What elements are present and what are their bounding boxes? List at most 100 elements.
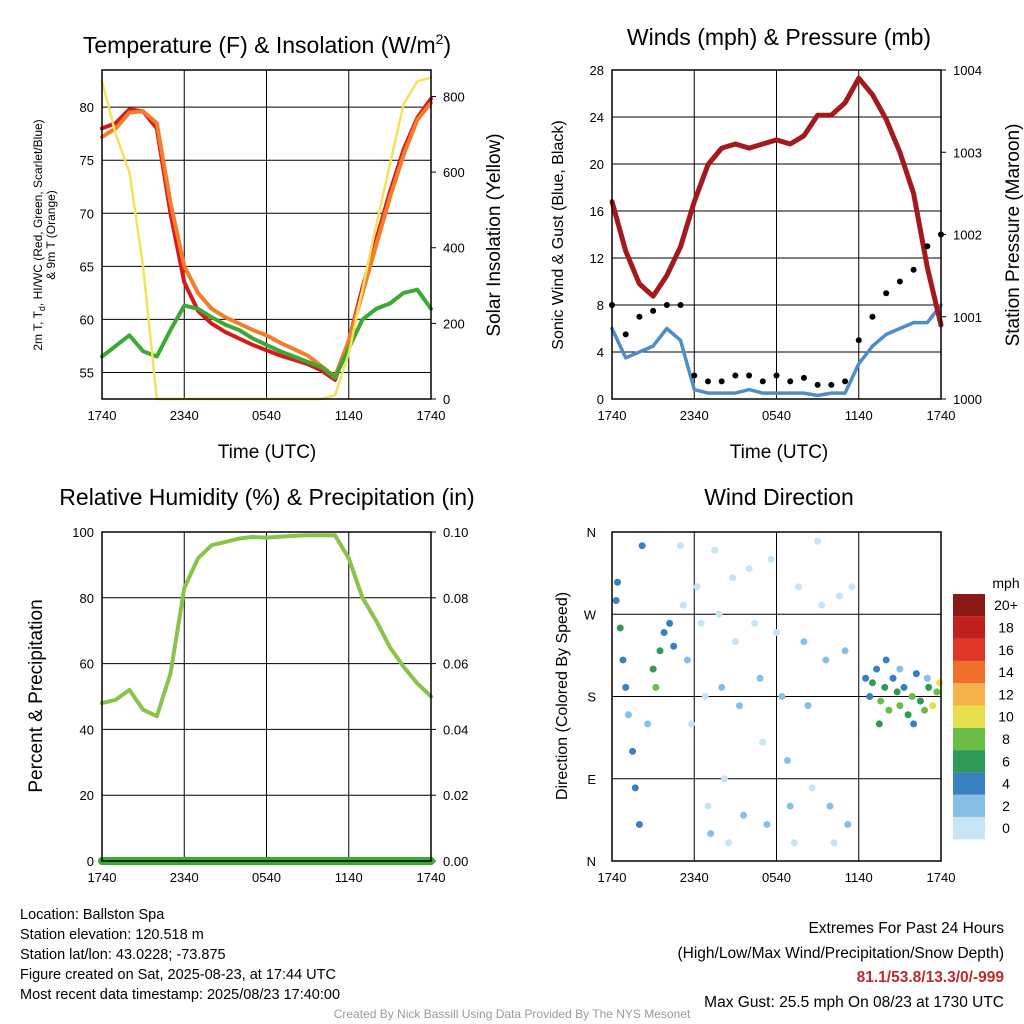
direction-point (711, 546, 719, 554)
temperature-xtick-label: 0540 (252, 408, 281, 423)
sonic-wind-line (610, 303, 943, 398)
direction-point (885, 706, 893, 714)
direction-point (638, 542, 646, 550)
direction-point (720, 775, 728, 783)
gust-point (800, 374, 807, 381)
gust-point (691, 372, 698, 379)
gust-point (746, 372, 753, 379)
direction-xtick-label: 1740 (927, 870, 956, 885)
station-elevation: Station elevation: 120.518 m (20, 927, 204, 943)
direction-point (759, 738, 767, 746)
direction-point (916, 697, 924, 705)
direction-point (666, 619, 674, 627)
humidity-y2tick-label: 0.04 (443, 722, 468, 737)
direction-point (697, 619, 705, 627)
temperature-ytick-label: 60 (80, 312, 94, 327)
speed-color-legend: mph 0 2 4 6 8 10 12 14 16 18 20+ (953, 575, 1020, 840)
direction-point (677, 542, 685, 550)
gust-point (663, 302, 670, 308)
direction-point (707, 830, 715, 838)
direction-point (848, 583, 856, 591)
speed-legend-label: 14 (998, 664, 1014, 680)
relative-humidity-line (100, 533, 433, 719)
direction-point (783, 756, 791, 764)
temperature-9m-line (100, 100, 433, 379)
direction-point (936, 679, 944, 687)
direction-point (893, 688, 901, 696)
winds-y2tick-label: 1004 (953, 63, 982, 78)
gust-point (896, 278, 903, 285)
winds-title: Winds (mph) & Pressure (mb) (627, 24, 931, 50)
direction-point (921, 706, 929, 714)
humidity-ytick-label: 40 (80, 722, 94, 737)
direction-point (763, 820, 771, 828)
temperature-frame (101, 69, 432, 400)
direction-ytick-label: S (587, 690, 596, 705)
humidity-y2tick-label: 0.08 (443, 591, 468, 606)
direction-point (649, 665, 657, 673)
direction-point (814, 537, 822, 545)
gust-point (704, 378, 711, 385)
direction-point (670, 642, 678, 650)
winds-ytick-label: 12 (590, 251, 604, 266)
direction-point (704, 802, 712, 810)
direction-point (715, 610, 723, 618)
gust-point (869, 313, 876, 320)
direction-point (866, 693, 874, 700)
speed-legend-label: 6 (1002, 753, 1010, 769)
temperature-ytick-label: 70 (80, 206, 94, 221)
winds-ytick-label: 20 (590, 157, 604, 172)
temperature-y2label: Solar Insolation (Yellow) (484, 133, 505, 336)
gust-point (828, 381, 835, 388)
direction-point (881, 683, 889, 691)
temperature-ytick-label: 75 (80, 153, 94, 168)
humidity-title: Relative Humidity (%) & Precipitation (i… (59, 484, 474, 510)
max-gust: Max Gust: 25.5 mph On 08/23 at 1730 UTC (704, 993, 1004, 1011)
direction-point (800, 638, 808, 646)
gust-point (924, 243, 931, 250)
direction-ytick-label: W (584, 607, 597, 622)
speed-legend-label: 0 (1002, 820, 1010, 836)
direction-point (896, 665, 904, 673)
direction-point (756, 674, 764, 682)
direction-title: Wind Direction (704, 484, 854, 510)
direction-xtick-label: 1740 (598, 870, 627, 885)
humidity-xtick-label: 1740 (88, 870, 117, 885)
gust-point (814, 381, 821, 388)
speed-legend-label: 16 (998, 642, 1014, 658)
direction-point (925, 683, 933, 691)
winds-xtick-label: 1740 (598, 408, 627, 423)
winds-panel: 0 4 8 12 16 20 24 28 1000 1001 1002 1003 1004 1740 234… (590, 63, 982, 423)
temperature-title: Temperature (F) & Insolation (W/m2) (83, 31, 451, 58)
speed-legend-label: 2 (1002, 798, 1010, 814)
temperature-ytick-label: 80 (80, 100, 94, 115)
temperature-y2tick-label: 400 (443, 241, 465, 256)
temperature-xtick-label: 1740 (417, 408, 446, 423)
figure-created: Figure created on Sat, 2025-08-23, at 17… (20, 967, 336, 983)
humidity-ytick-label: 80 (80, 591, 94, 606)
speed-legend-swatch (953, 616, 985, 639)
temperature-y2tick-label: 600 (443, 165, 465, 180)
direction-point (830, 839, 838, 847)
credit-line: Created By Nick Bassill Using Data Provi… (333, 1007, 691, 1021)
humidity-y2tick-label: 0.10 (443, 525, 468, 540)
winds-xtick-label: 0540 (762, 408, 791, 423)
temperature-ytick-label: 65 (80, 259, 94, 274)
speed-legend-label: 10 (998, 709, 1014, 725)
direction-point (619, 656, 627, 664)
direction-point (836, 592, 844, 600)
speed-legend-swatch (953, 817, 985, 840)
gust-point (677, 302, 684, 308)
direction-point (679, 601, 687, 609)
winds-ytick-label: 16 (590, 204, 604, 219)
speed-legend-label: 4 (1002, 776, 1010, 792)
direction-point (875, 720, 883, 728)
station-latlon: Station lat/lon: 43.0228; -73.875 (20, 947, 226, 963)
humidity-y2tick-label: 0.02 (443, 788, 468, 803)
direction-point (751, 619, 759, 627)
direction-point (718, 683, 726, 691)
direction-xtick-label: 1140 (845, 870, 873, 885)
direction-point (904, 711, 912, 719)
